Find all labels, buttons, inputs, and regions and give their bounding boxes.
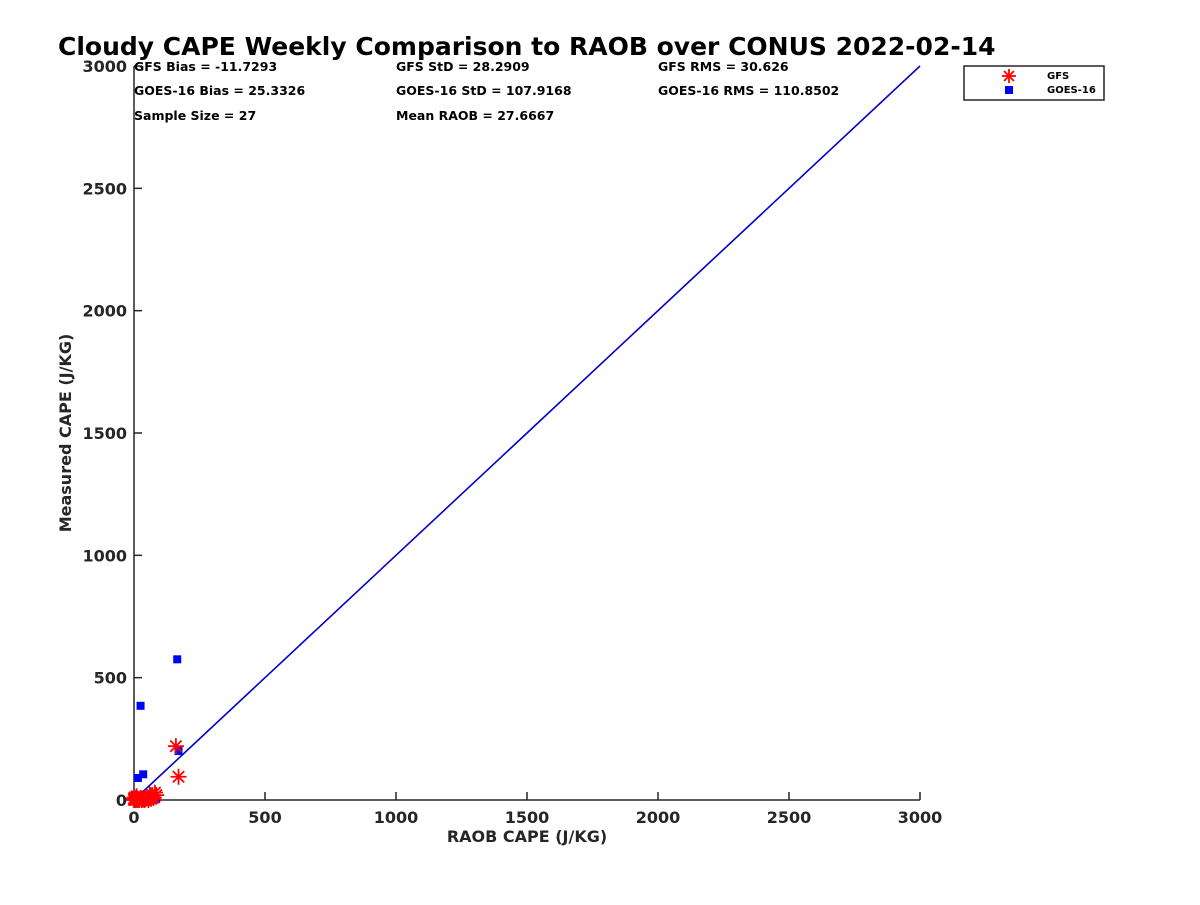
legend-gfs-marker	[1002, 69, 1016, 83]
stat-text: GFS RMS = 30.626	[658, 59, 789, 74]
stat-text: GOES-16 StD = 107.9168	[396, 83, 572, 98]
legend-gfs-label: GFS	[1047, 71, 1069, 82]
y-tick-label: 500	[94, 669, 127, 688]
x-tick-label: 3000	[898, 808, 943, 827]
x-tick-label: 500	[248, 808, 281, 827]
chart-title: Cloudy CAPE Weekly Comparison to RAOB ov…	[58, 32, 996, 61]
legend: GFS GOES-16	[963, 65, 1105, 101]
one-to-one-line	[133, 65, 921, 801]
y-tick-label: 2000	[82, 302, 127, 321]
x-tick-label: 2000	[636, 808, 681, 827]
data-points	[126, 655, 187, 808]
gfs-point	[148, 787, 165, 804]
stat-text: GFS StD = 28.2909	[396, 59, 530, 74]
stat-text: GOES-16 RMS = 110.8502	[658, 83, 839, 98]
y-tick-label: 0	[116, 791, 127, 810]
x-tick-label: 2500	[767, 808, 812, 827]
goes16-point	[173, 655, 182, 664]
stat-text: Sample Size = 27	[134, 108, 256, 123]
x-tick-label: 0	[128, 808, 139, 827]
legend-goes16-marker	[1005, 86, 1013, 94]
stat-text: GFS Bias = -11.7293	[134, 59, 277, 74]
legend-goes16-label: GOES-16	[1047, 85, 1096, 96]
stat-text: Mean RAOB = 27.6667	[396, 108, 554, 123]
y-tick-label: 2500	[82, 179, 127, 198]
y-tick-label: 1500	[82, 424, 127, 443]
x-tick-label: 1000	[374, 808, 419, 827]
legend-box	[963, 65, 1105, 101]
y-tick-label: 1000	[82, 546, 127, 565]
goes16-point	[139, 770, 148, 779]
y-axis-label: Measured CAPE (J/KG)	[56, 334, 75, 533]
stat-text: GOES-16 Bias = 25.3326	[134, 83, 305, 98]
y-tick-label: 3000	[82, 57, 127, 76]
x-tick-label: 1500	[505, 808, 550, 827]
x-axis-label: RAOB CAPE (J/KG)	[447, 827, 607, 846]
goes16-point	[133, 773, 142, 782]
axes: 0 500 1000 1500 2000 2500 3000 0 500 1000 1500 2000…	[82, 57, 942, 827]
gfs-point	[170, 768, 187, 785]
goes16-point	[174, 747, 183, 756]
goes16-point	[136, 701, 145, 710]
reference-line-group	[133, 65, 921, 801]
gfs-point	[167, 738, 184, 755]
stats-block: GFS Bias = -11.7293 GFS StD = 28.2909 GFS …	[134, 59, 839, 123]
